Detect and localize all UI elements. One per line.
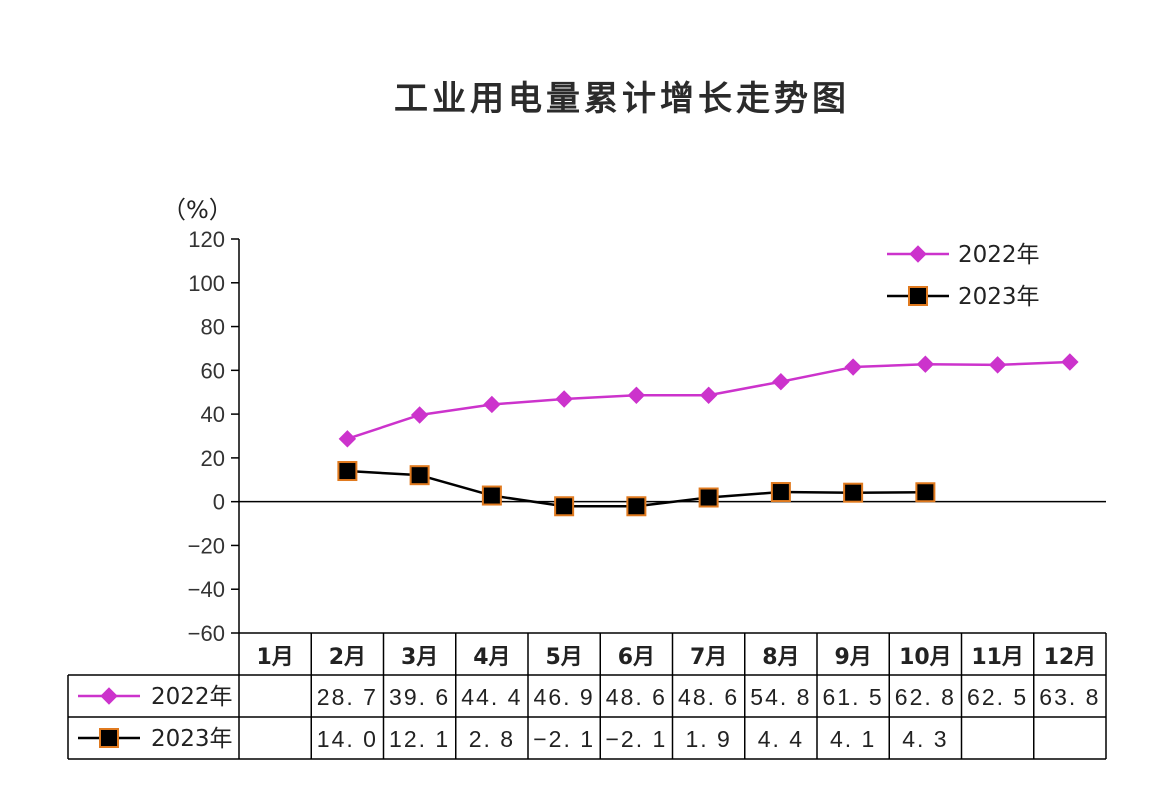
- data-table: 1月 2月 3月 4月 5月 6月 7月 8月 9月 10月 11月 12月 2022年 28. 7 39.…: [67, 632, 1107, 760]
- data-point: [409, 465, 430, 486]
- y-tick-label: −60: [188, 621, 225, 646]
- category-label: 3月: [401, 645, 438, 670]
- row-legend-marker: [99, 728, 119, 748]
- row-label: 2022年: [151, 684, 233, 710]
- y-tick-label: −40: [188, 577, 225, 602]
- table-cell: 63. 8: [1039, 684, 1100, 710]
- legend-item: 2022年: [887, 242, 1040, 268]
- data-point: [483, 395, 501, 414]
- table-cell: 39. 6: [389, 684, 450, 710]
- table-row: 2022年 28. 7 39. 6 44. 4 46. 9 48. 6 48. 6 54. 8…: [78, 684, 1100, 710]
- series-2: [337, 461, 936, 517]
- y-tick-label: 60: [201, 358, 225, 383]
- table-cell: 48. 6: [606, 684, 667, 710]
- data-point: [338, 430, 357, 448]
- category-label: 5月: [545, 645, 582, 670]
- category-label: 2月: [329, 645, 366, 670]
- table-cell: 4. 1: [830, 726, 876, 752]
- y-tick-label: 100: [188, 271, 225, 296]
- table-cell: 44. 4: [461, 684, 522, 710]
- legend-marker: [908, 286, 928, 306]
- data-point: [626, 496, 647, 517]
- table-cell: 62. 5: [967, 684, 1028, 710]
- table-cell: 4. 4: [758, 726, 804, 752]
- table-cell: 14. 0: [317, 726, 378, 752]
- category-label: 4月: [473, 645, 510, 670]
- data-point: [337, 461, 358, 482]
- data-point: [554, 496, 575, 517]
- y-axis-unit: （%）: [162, 196, 233, 224]
- table-cell: 46. 9: [534, 684, 595, 710]
- data-point: [699, 386, 718, 404]
- category-label: 1月: [256, 645, 293, 670]
- y-ticks: 120 100 80 60 40 20 0 −20 −40 −60: [188, 227, 239, 646]
- table-cell: −2. 1: [605, 726, 667, 752]
- legend-marker: [909, 245, 927, 263]
- data-point: [916, 355, 935, 373]
- category-label: 8月: [762, 645, 799, 670]
- table-cell: 28. 7: [317, 684, 378, 710]
- category-label: 12月: [1044, 645, 1097, 670]
- table-cell: 54. 8: [750, 684, 811, 710]
- data-point: [915, 482, 936, 503]
- y-tick-label: 120: [188, 227, 225, 252]
- row-label: 2023年: [151, 726, 233, 752]
- category-label: 10月: [899, 645, 952, 670]
- data-point: [843, 482, 864, 503]
- data-point: [410, 406, 429, 424]
- table-row: 2023年 14. 0 12. 1 2. 8 −2. 1 −2. 1 1. 9 4. 4 4. …: [78, 726, 948, 752]
- table-cell: −2. 1: [533, 726, 595, 752]
- data-point: [770, 482, 791, 503]
- category-label: 6月: [618, 645, 655, 670]
- data-point: [698, 487, 719, 508]
- y-tick-label: 40: [201, 402, 225, 427]
- data-point: [772, 373, 790, 391]
- table-cell: 4. 3: [902, 726, 948, 752]
- legend-item: 2023年: [887, 284, 1040, 310]
- legend-label: 2023年: [958, 284, 1040, 310]
- data-point: [844, 358, 862, 376]
- y-tick-label: −20: [188, 533, 225, 558]
- category-label: 9月: [834, 645, 871, 670]
- legend-label: 2022年: [958, 242, 1040, 268]
- data-point: [1061, 353, 1079, 371]
- table-cell: 61. 5: [823, 684, 884, 710]
- chart-title: 工业用电量累计增长走势图: [394, 79, 850, 119]
- table-cell: 62. 8: [895, 684, 956, 710]
- data-point: [555, 390, 573, 408]
- y-tick-label: 0: [213, 490, 225, 515]
- y-tick-label: 20: [201, 446, 225, 471]
- series-1: [338, 353, 1079, 448]
- table-cell: 48. 6: [678, 684, 739, 710]
- legend: 2022年 2023年: [887, 242, 1040, 310]
- table-cell: 2. 8: [469, 726, 515, 752]
- data-point: [988, 356, 1007, 374]
- data-point: [481, 485, 502, 506]
- category-label: 7月: [690, 645, 727, 670]
- data-point: [627, 386, 646, 404]
- table-cell: 12. 1: [389, 726, 450, 752]
- category-label: 11月: [971, 645, 1024, 670]
- y-tick-label: 80: [201, 315, 225, 340]
- table-cell: 1. 9: [685, 726, 731, 752]
- row-legend-marker: [100, 687, 118, 705]
- series-layer: [337, 353, 1079, 517]
